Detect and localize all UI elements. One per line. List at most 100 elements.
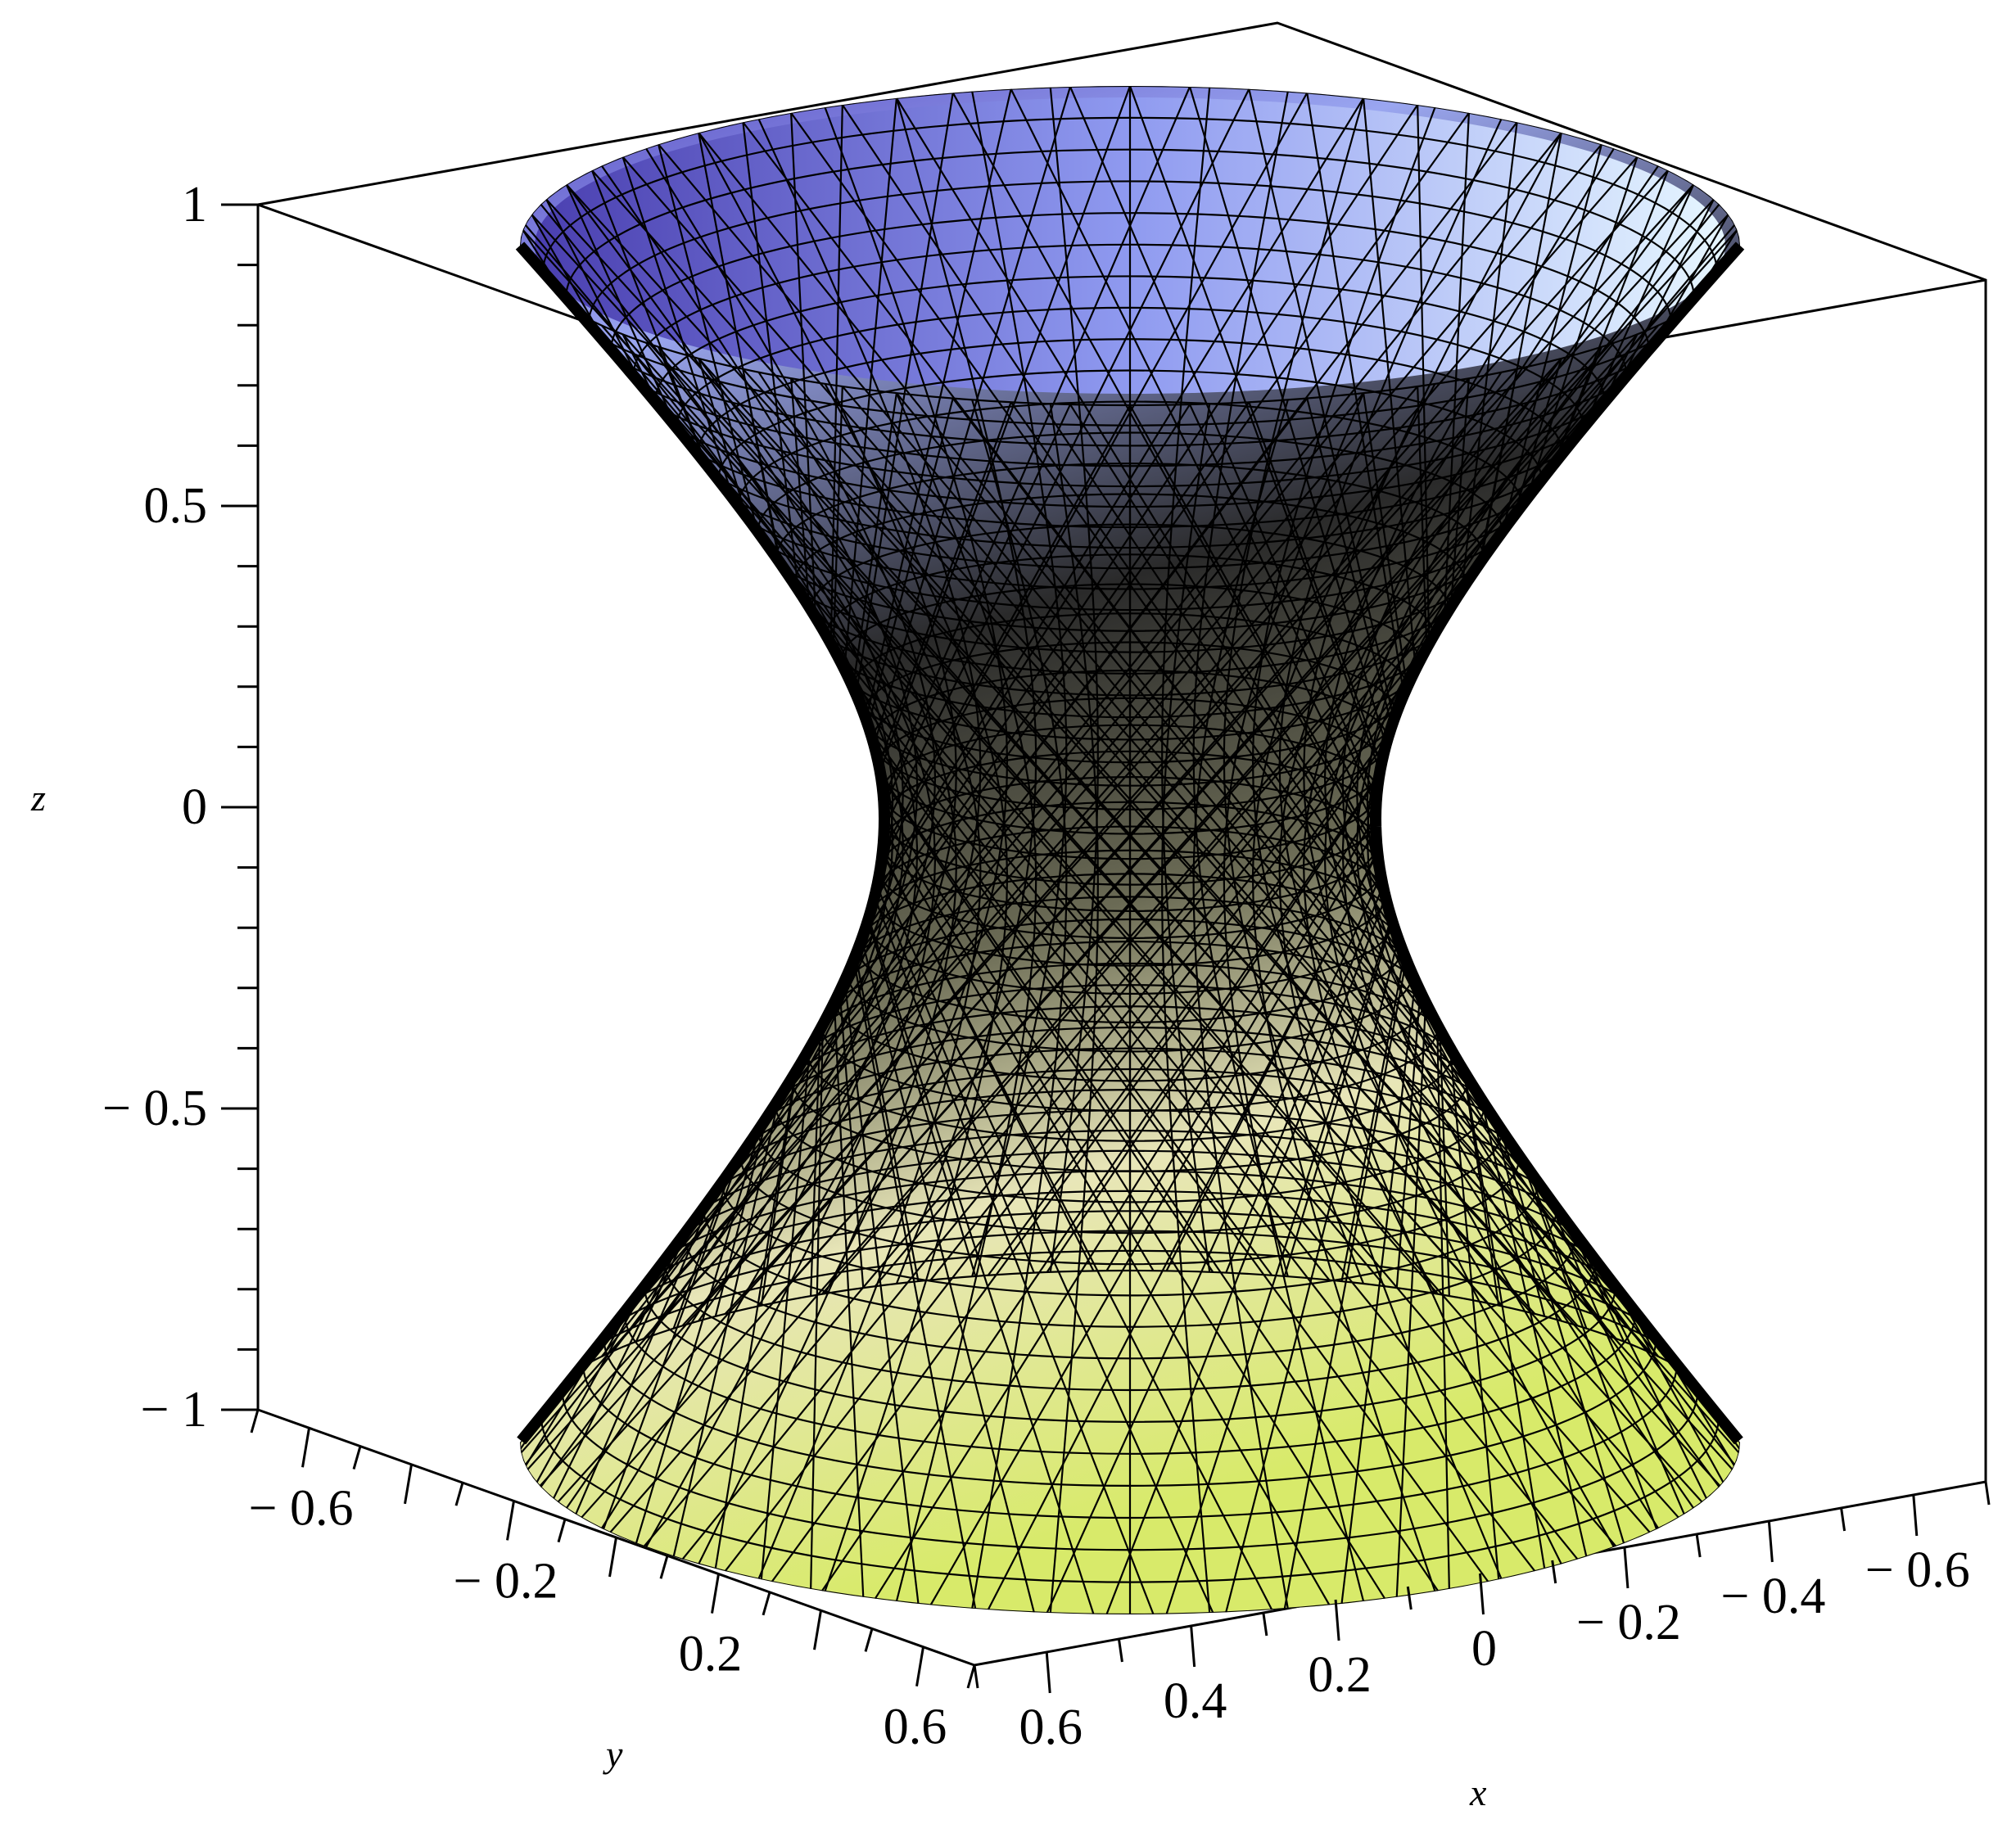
mesh-ruling	[581, 156, 1639, 1368]
x-tick	[1334, 1599, 1340, 1641]
x-tick-label: 0.6	[1019, 1700, 1083, 1755]
mesh-meridian	[757, 372, 982, 1580]
mesh-meridian	[1049, 87, 1099, 1272]
mesh-meridian	[1341, 165, 1660, 1357]
mesh-meridian	[645, 342, 937, 1548]
x-tick	[1551, 1560, 1557, 1584]
mesh-ruling	[681, 198, 1715, 1327]
x-tick-label: − 0.6	[1865, 1542, 1970, 1598]
surface-outline	[515, 242, 1745, 1445]
mesh-ruling	[643, 183, 1695, 1339]
x-tick	[1479, 1573, 1485, 1615]
x-axis: 0.6 0.4 0.2 0 − 0.2 − 0.4 − 0.6	[973, 1481, 1991, 1755]
mesh-ruling	[591, 320, 1651, 1533]
x-tick	[1190, 1625, 1196, 1668]
y-tick	[915, 1646, 924, 1686]
y-axis: − 0.6 − 0.2 0.2 0.6	[249, 1409, 976, 1755]
mesh-ruling	[565, 183, 1617, 1339]
mesh-ruling	[622, 156, 1679, 1368]
mesh-meridian	[645, 147, 937, 1339]
y-tick	[352, 1446, 362, 1470]
y-tick-label: 0.6	[884, 1700, 947, 1755]
x-tick	[1912, 1494, 1919, 1537]
mesh-meridian	[1223, 392, 1365, 1602]
x-tick	[973, 1664, 979, 1689]
mesh-meridian	[824, 106, 1009, 1294]
x-tick-label: 0.4	[1164, 1673, 1227, 1729]
mesh-meridian	[757, 118, 982, 1307]
mesh-meridian	[698, 132, 958, 1322]
mesh-meridian	[1161, 87, 1211, 1272]
mesh-meridian	[1223, 97, 1365, 1284]
mesh-meridian	[1251, 383, 1436, 1592]
mesh-ruling	[591, 169, 1651, 1353]
mesh-meridian	[1251, 106, 1436, 1294]
y-tick	[404, 1464, 413, 1505]
mesh-meridian	[600, 165, 919, 1357]
z-tick-label: − 1	[141, 1382, 207, 1438]
mesh-meridian	[1192, 400, 1289, 1609]
mesh-meridian	[1302, 358, 1562, 1564]
y-tick	[301, 1428, 310, 1468]
x-tick	[1840, 1507, 1846, 1532]
y-tick	[864, 1628, 874, 1652]
mesh-meridian	[895, 392, 1037, 1602]
z-axis-label: z	[30, 777, 46, 819]
mesh-ruling	[609, 169, 1669, 1353]
y-tick-label: − 0.2	[454, 1553, 558, 1609]
mesh-ruling	[622, 333, 1679, 1519]
x-tick-label: 0	[1471, 1621, 1497, 1677]
z-tick-label: 0	[182, 779, 207, 835]
y-tick	[813, 1610, 822, 1650]
y-tick-label: 0.2	[679, 1627, 743, 1682]
mesh-meridian	[971, 91, 1068, 1277]
mesh-ruling	[581, 333, 1639, 1519]
mesh-ruling	[531, 214, 1536, 1315]
y-tick	[608, 1537, 617, 1578]
x-tick	[1045, 1651, 1051, 1694]
mesh-meridian	[1161, 404, 1211, 1614]
z-tick-label: − 0.5	[102, 1081, 207, 1136]
mesh-ruling	[609, 320, 1669, 1533]
y-tick	[506, 1501, 515, 1541]
mesh-meridian	[1323, 147, 1615, 1339]
x-tick-label: − 0.4	[1720, 1569, 1825, 1624]
mesh-meridian	[1049, 404, 1099, 1614]
mesh-ruling	[1010, 88, 1708, 1500]
y-tick-label: − 0.6	[249, 1480, 354, 1536]
mesh-meridian	[1323, 342, 1615, 1548]
y-tick	[966, 1664, 976, 1689]
mesh-meridian	[698, 358, 958, 1564]
y-tick	[250, 1409, 260, 1433]
mesh-ruling	[552, 88, 1250, 1500]
mesh-ruling	[545, 198, 1579, 1327]
x-tick	[1623, 1546, 1630, 1589]
x-tick	[1984, 1481, 1991, 1506]
mesh-meridian	[824, 383, 1009, 1592]
z-axis: 1 0.5 0 − 0.5 − 1	[102, 177, 258, 1438]
mesh-meridian	[895, 97, 1037, 1284]
y-tick	[762, 1591, 771, 1616]
x-tick-label: 0.2	[1308, 1647, 1372, 1703]
surface-body	[515, 86, 1745, 1614]
y-tick	[557, 1519, 567, 1543]
x-tick	[1695, 1533, 1702, 1558]
mesh-meridian	[1302, 132, 1562, 1322]
x-tick-label: − 0.2	[1576, 1595, 1681, 1650]
mesh-meridian	[1278, 372, 1503, 1580]
z-tick-label: 0.5	[144, 478, 208, 534]
x-tick	[1117, 1638, 1123, 1663]
y-tick	[711, 1573, 720, 1614]
x-tick	[1406, 1586, 1413, 1610]
mesh-meridian	[1192, 91, 1289, 1277]
mesh-meridian	[1278, 118, 1503, 1307]
x-axis-label: x	[1469, 1772, 1487, 1813]
y-axis-label: y	[603, 1733, 623, 1775]
z-tick-label: 1	[182, 177, 207, 233]
mesh-meridian	[971, 400, 1068, 1609]
x-tick	[1262, 1612, 1268, 1637]
y-tick	[659, 1555, 669, 1579]
mesh-ruling	[724, 214, 1729, 1315]
x-tick	[1767, 1520, 1774, 1563]
